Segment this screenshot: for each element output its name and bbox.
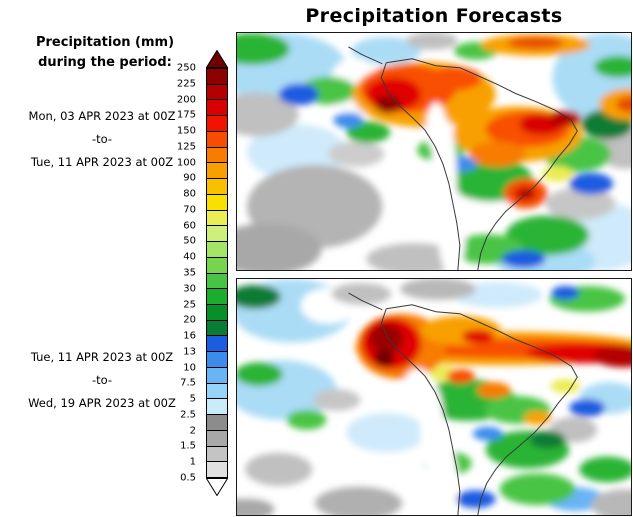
legend-tick-label: 0.5 bbox=[180, 472, 196, 484]
legend-tick-label: 60 bbox=[183, 219, 196, 231]
colorbar-cell bbox=[207, 305, 227, 321]
legend-title-line2: during the period: bbox=[38, 54, 172, 70]
period-2-label: Tue, 11 APR 2023 at 00Z -to- Wed, 19 APR… bbox=[2, 346, 202, 415]
legend-tick-label: 2 bbox=[189, 424, 196, 436]
colorbar-cell bbox=[207, 163, 227, 180]
colorbar-cell bbox=[207, 226, 227, 243]
legend-tick-label: 125 bbox=[176, 141, 196, 153]
colorbar-cell bbox=[207, 383, 227, 400]
colorbar-cell bbox=[207, 430, 227, 447]
colorbar-under-triangle bbox=[206, 478, 228, 496]
colorbar-cell bbox=[207, 289, 227, 306]
colorbar-cell bbox=[207, 415, 227, 431]
legend-tick-label: 5 bbox=[189, 393, 196, 405]
colorbar-cell bbox=[207, 194, 227, 211]
colorbar-cell bbox=[207, 69, 227, 85]
colorbar-cell bbox=[207, 320, 227, 337]
legend-title-line1: Precipitation (mm) bbox=[35, 35, 175, 50]
colorbar-cell bbox=[207, 446, 227, 463]
period-2-separator: -to- bbox=[91, 373, 113, 387]
colorbar-cell bbox=[207, 100, 227, 117]
colorbar-cell bbox=[207, 399, 227, 416]
legend-tick-label: 200 bbox=[176, 93, 196, 105]
precip-map-top bbox=[236, 32, 632, 271]
legend-tick-label: 2.5 bbox=[180, 409, 196, 421]
period-1-label: Mon, 03 APR 2023 at 00Z -to- Tue, 11 APR… bbox=[2, 105, 202, 174]
colorbar-cell bbox=[207, 179, 227, 195]
legend-tick-label: 7.5 bbox=[180, 377, 196, 389]
legend-tick-label: 40 bbox=[183, 251, 196, 263]
precip-colorbar bbox=[206, 50, 230, 496]
colorbar-cell bbox=[207, 116, 227, 132]
legend-tick-label: 25 bbox=[183, 298, 196, 310]
colorbar-cell bbox=[207, 131, 227, 148]
legend-tick-label: 20 bbox=[183, 314, 196, 326]
colorbar-cell bbox=[207, 257, 227, 274]
legend-tick-label: 175 bbox=[176, 109, 196, 121]
period-1-to: Tue, 11 APR 2023 at 00Z bbox=[30, 155, 174, 169]
colorbar-cell bbox=[207, 210, 227, 227]
legend-title: Precipitation (mm) during the period: bbox=[8, 33, 202, 72]
legend-tick-label: 225 bbox=[176, 78, 196, 90]
period-1-separator: -to- bbox=[91, 132, 113, 146]
colorbar-cell bbox=[207, 352, 227, 368]
legend-tick-label: 50 bbox=[183, 235, 196, 247]
period-1-from: Mon, 03 APR 2023 at 00Z bbox=[28, 109, 176, 123]
period-2-to: Wed, 19 APR 2023 at 00Z bbox=[28, 396, 176, 410]
colorbar-over-triangle bbox=[206, 50, 228, 68]
legend-tick-label: 16 bbox=[183, 330, 196, 342]
colorbar-cell bbox=[207, 242, 227, 258]
legend-tick-label: 250 bbox=[176, 62, 196, 74]
colorbar-cell bbox=[207, 462, 227, 478]
colorbar-tick-labels: 250 225 200 175 150 125 100 90 80 70 60 50 40 35 30 25 2… bbox=[146, 62, 202, 483]
legend-tick-label: 1 bbox=[189, 456, 196, 468]
colorbar-cell bbox=[207, 147, 227, 164]
legend-tick-label: 80 bbox=[183, 188, 196, 200]
legend-tick-label: 10 bbox=[183, 361, 196, 373]
legend-tick-label: 100 bbox=[176, 156, 196, 168]
legend-tick-label: 13 bbox=[183, 346, 196, 358]
legend-tick-label: 35 bbox=[183, 267, 196, 279]
precip-map-bottom bbox=[236, 278, 632, 516]
colorbar-cell bbox=[207, 273, 227, 290]
colorbar-cell bbox=[207, 336, 227, 353]
legend-tick-label: 30 bbox=[183, 283, 196, 295]
legend-tick-label: 150 bbox=[176, 125, 196, 137]
page-title: Precipitation Forecasts bbox=[305, 5, 563, 27]
south-america-coastline bbox=[348, 46, 578, 270]
colorbar-cell bbox=[207, 84, 227, 101]
legend-tick-label: 70 bbox=[183, 204, 196, 216]
south-america-coastline bbox=[348, 292, 578, 515]
colorbar-cells bbox=[206, 68, 228, 478]
map-art-top bbox=[237, 33, 631, 270]
period-2-from: Tue, 11 APR 2023 at 00Z bbox=[30, 350, 174, 364]
legend-tick-label: 1.5 bbox=[180, 440, 196, 452]
map-art-bottom bbox=[237, 279, 631, 515]
legend-tick-label: 90 bbox=[183, 172, 196, 184]
colorbar-cell bbox=[207, 367, 227, 384]
